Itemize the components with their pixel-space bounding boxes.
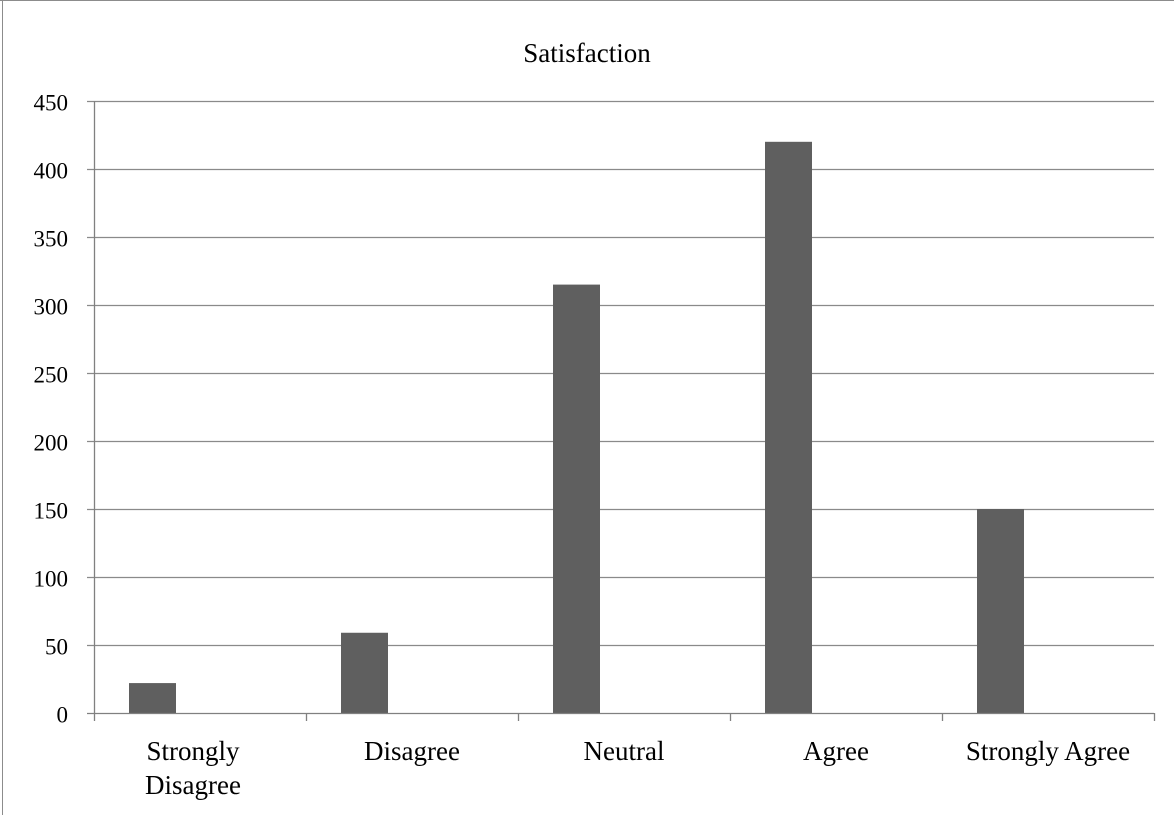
bar: [553, 284, 600, 713]
x-tick-label: Strongly Disagree: [145, 736, 241, 800]
bar: [341, 632, 388, 713]
bar: [129, 683, 176, 713]
y-tick-label: 150: [34, 499, 69, 524]
y-tick-label: 300: [34, 295, 69, 320]
axes: [87, 101, 1156, 721]
y-tick-label: 450: [34, 91, 69, 116]
y-tick-label: 100: [34, 567, 69, 592]
y-tick-label: 200: [34, 431, 69, 456]
bar: [765, 141, 812, 714]
x-tick-label: Disagree: [364, 736, 460, 766]
x-tick-label: Neutral: [584, 736, 665, 766]
x-axis-tick-labels: Strongly Disagree Disagree Neutral Agree Stro…: [145, 736, 1130, 800]
y-tick-label: 0: [57, 703, 69, 728]
x-tick-label: Agree: [803, 736, 869, 766]
chart-title: Satisfaction: [523, 38, 651, 68]
x-tick-label: Strongly Agree: [966, 736, 1130, 766]
bar: [977, 509, 1024, 713]
y-axis-tick-labels: 0 50 100 150 200 250 300 350 400 450: [34, 91, 69, 728]
gridlines: [87, 100, 1154, 647]
y-tick-label: 50: [45, 635, 68, 660]
y-tick-label: 350: [34, 227, 69, 252]
y-tick-label: 400: [34, 159, 69, 184]
y-tick-label: 250: [34, 363, 69, 388]
bars: [129, 141, 1024, 714]
